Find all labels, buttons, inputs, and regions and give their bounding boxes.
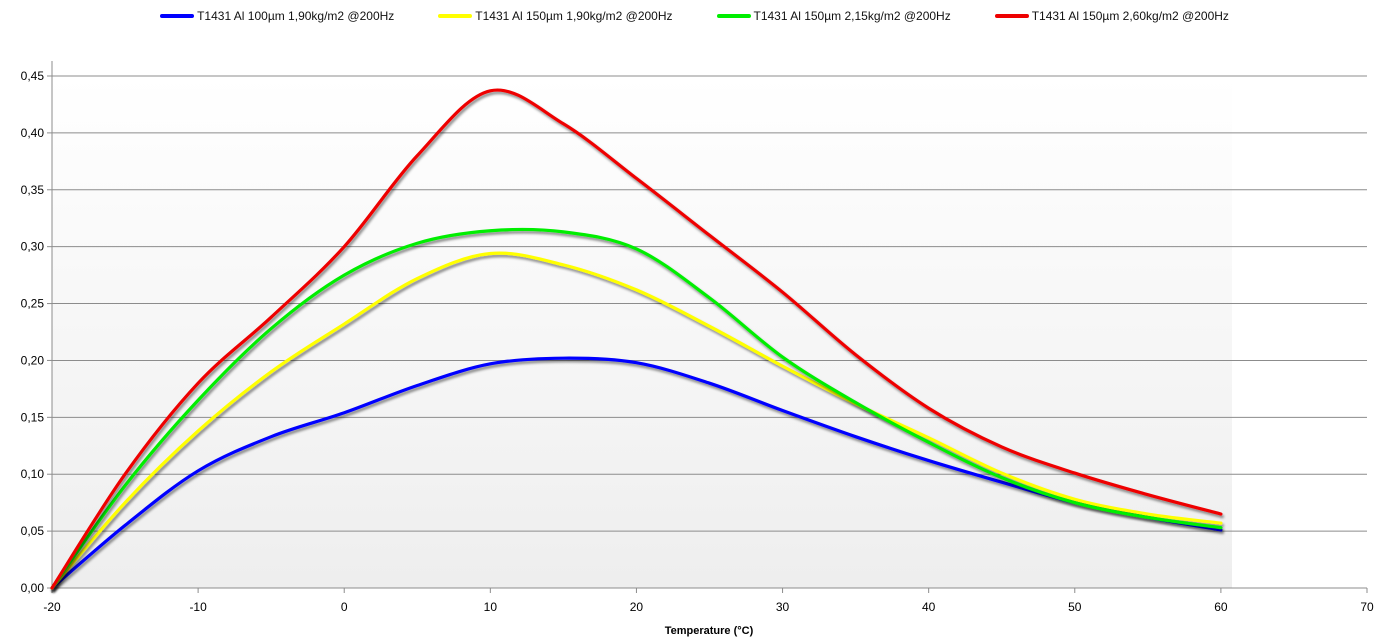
legend-swatch bbox=[994, 14, 1029, 18]
series-line bbox=[50, 356, 1223, 590]
x-tick-label: 50 bbox=[1068, 600, 1082, 614]
x-tick-label: 20 bbox=[630, 600, 644, 614]
y-tick-label: 0,10 bbox=[21, 467, 45, 481]
legend-item: T1431 Al 150µm 2,60kg/m2 @200Hz bbox=[994, 9, 1229, 23]
x-tick-label: -10 bbox=[189, 600, 207, 614]
series-group bbox=[50, 88, 1223, 590]
grid bbox=[52, 75, 1367, 532]
legend-item: T1431 Al 100µm 1,90kg/m2 @200Hz bbox=[160, 9, 394, 23]
y-tick-label: 0,30 bbox=[21, 240, 45, 254]
x-tick-label: 60 bbox=[1214, 600, 1228, 614]
legend-label: T1431 Al 150µm 2,60kg/m2 @200Hz bbox=[1031, 9, 1229, 23]
axes: 0,00 0,05 0,10 0,15 0,20 0,25 0,30 0,35 0,40 0,45… bbox=[21, 61, 1374, 614]
legend-label: T1431 Al 150µm 2,15kg/m2 @200Hz bbox=[753, 9, 951, 23]
legend-label: T1431 Al 100µm 1,90kg/m2 @200Hz bbox=[197, 9, 395, 23]
legend-label: T1431 Al 150µm 1,90kg/m2 @200Hz bbox=[475, 9, 673, 23]
x-tick-label: 70 bbox=[1360, 600, 1374, 614]
legend-swatch bbox=[716, 14, 751, 18]
x-tick-label: -20 bbox=[43, 600, 61, 614]
x-tick-label: 30 bbox=[776, 600, 790, 614]
y-tick-label: 0,45 bbox=[21, 69, 45, 83]
x-axis-title: Temperature (°C) bbox=[665, 625, 754, 637]
y-tick-label: 0,35 bbox=[21, 183, 45, 197]
series-line bbox=[50, 88, 1223, 590]
legend-item: T1431 Al 150µm 2,15kg/m2 @200Hz bbox=[716, 9, 951, 23]
legend-swatch bbox=[438, 14, 473, 18]
x-tick-label: 10 bbox=[484, 600, 498, 614]
legend-swatch bbox=[160, 14, 195, 18]
y-tick-label: 0,15 bbox=[21, 410, 45, 424]
series-line bbox=[50, 251, 1223, 590]
y-tick-label: 0,00 bbox=[21, 581, 45, 595]
series-line bbox=[50, 227, 1223, 590]
y-tick-label: 0,25 bbox=[21, 297, 45, 311]
x-tick-label: 40 bbox=[922, 600, 936, 614]
y-tick-label: 0,20 bbox=[21, 353, 45, 367]
y-tick-label: 0,05 bbox=[21, 524, 45, 538]
legend-item: T1431 Al 150µm 1,90kg/m2 @200Hz bbox=[438, 9, 673, 23]
legend: T1431 Al 100µm 1,90kg/m2 @200Hz T1431 Al… bbox=[0, 9, 1389, 23]
y-tick-label: 0,40 bbox=[21, 126, 45, 140]
plot-background bbox=[52, 76, 1232, 588]
x-tick-label: 0 bbox=[341, 600, 348, 614]
